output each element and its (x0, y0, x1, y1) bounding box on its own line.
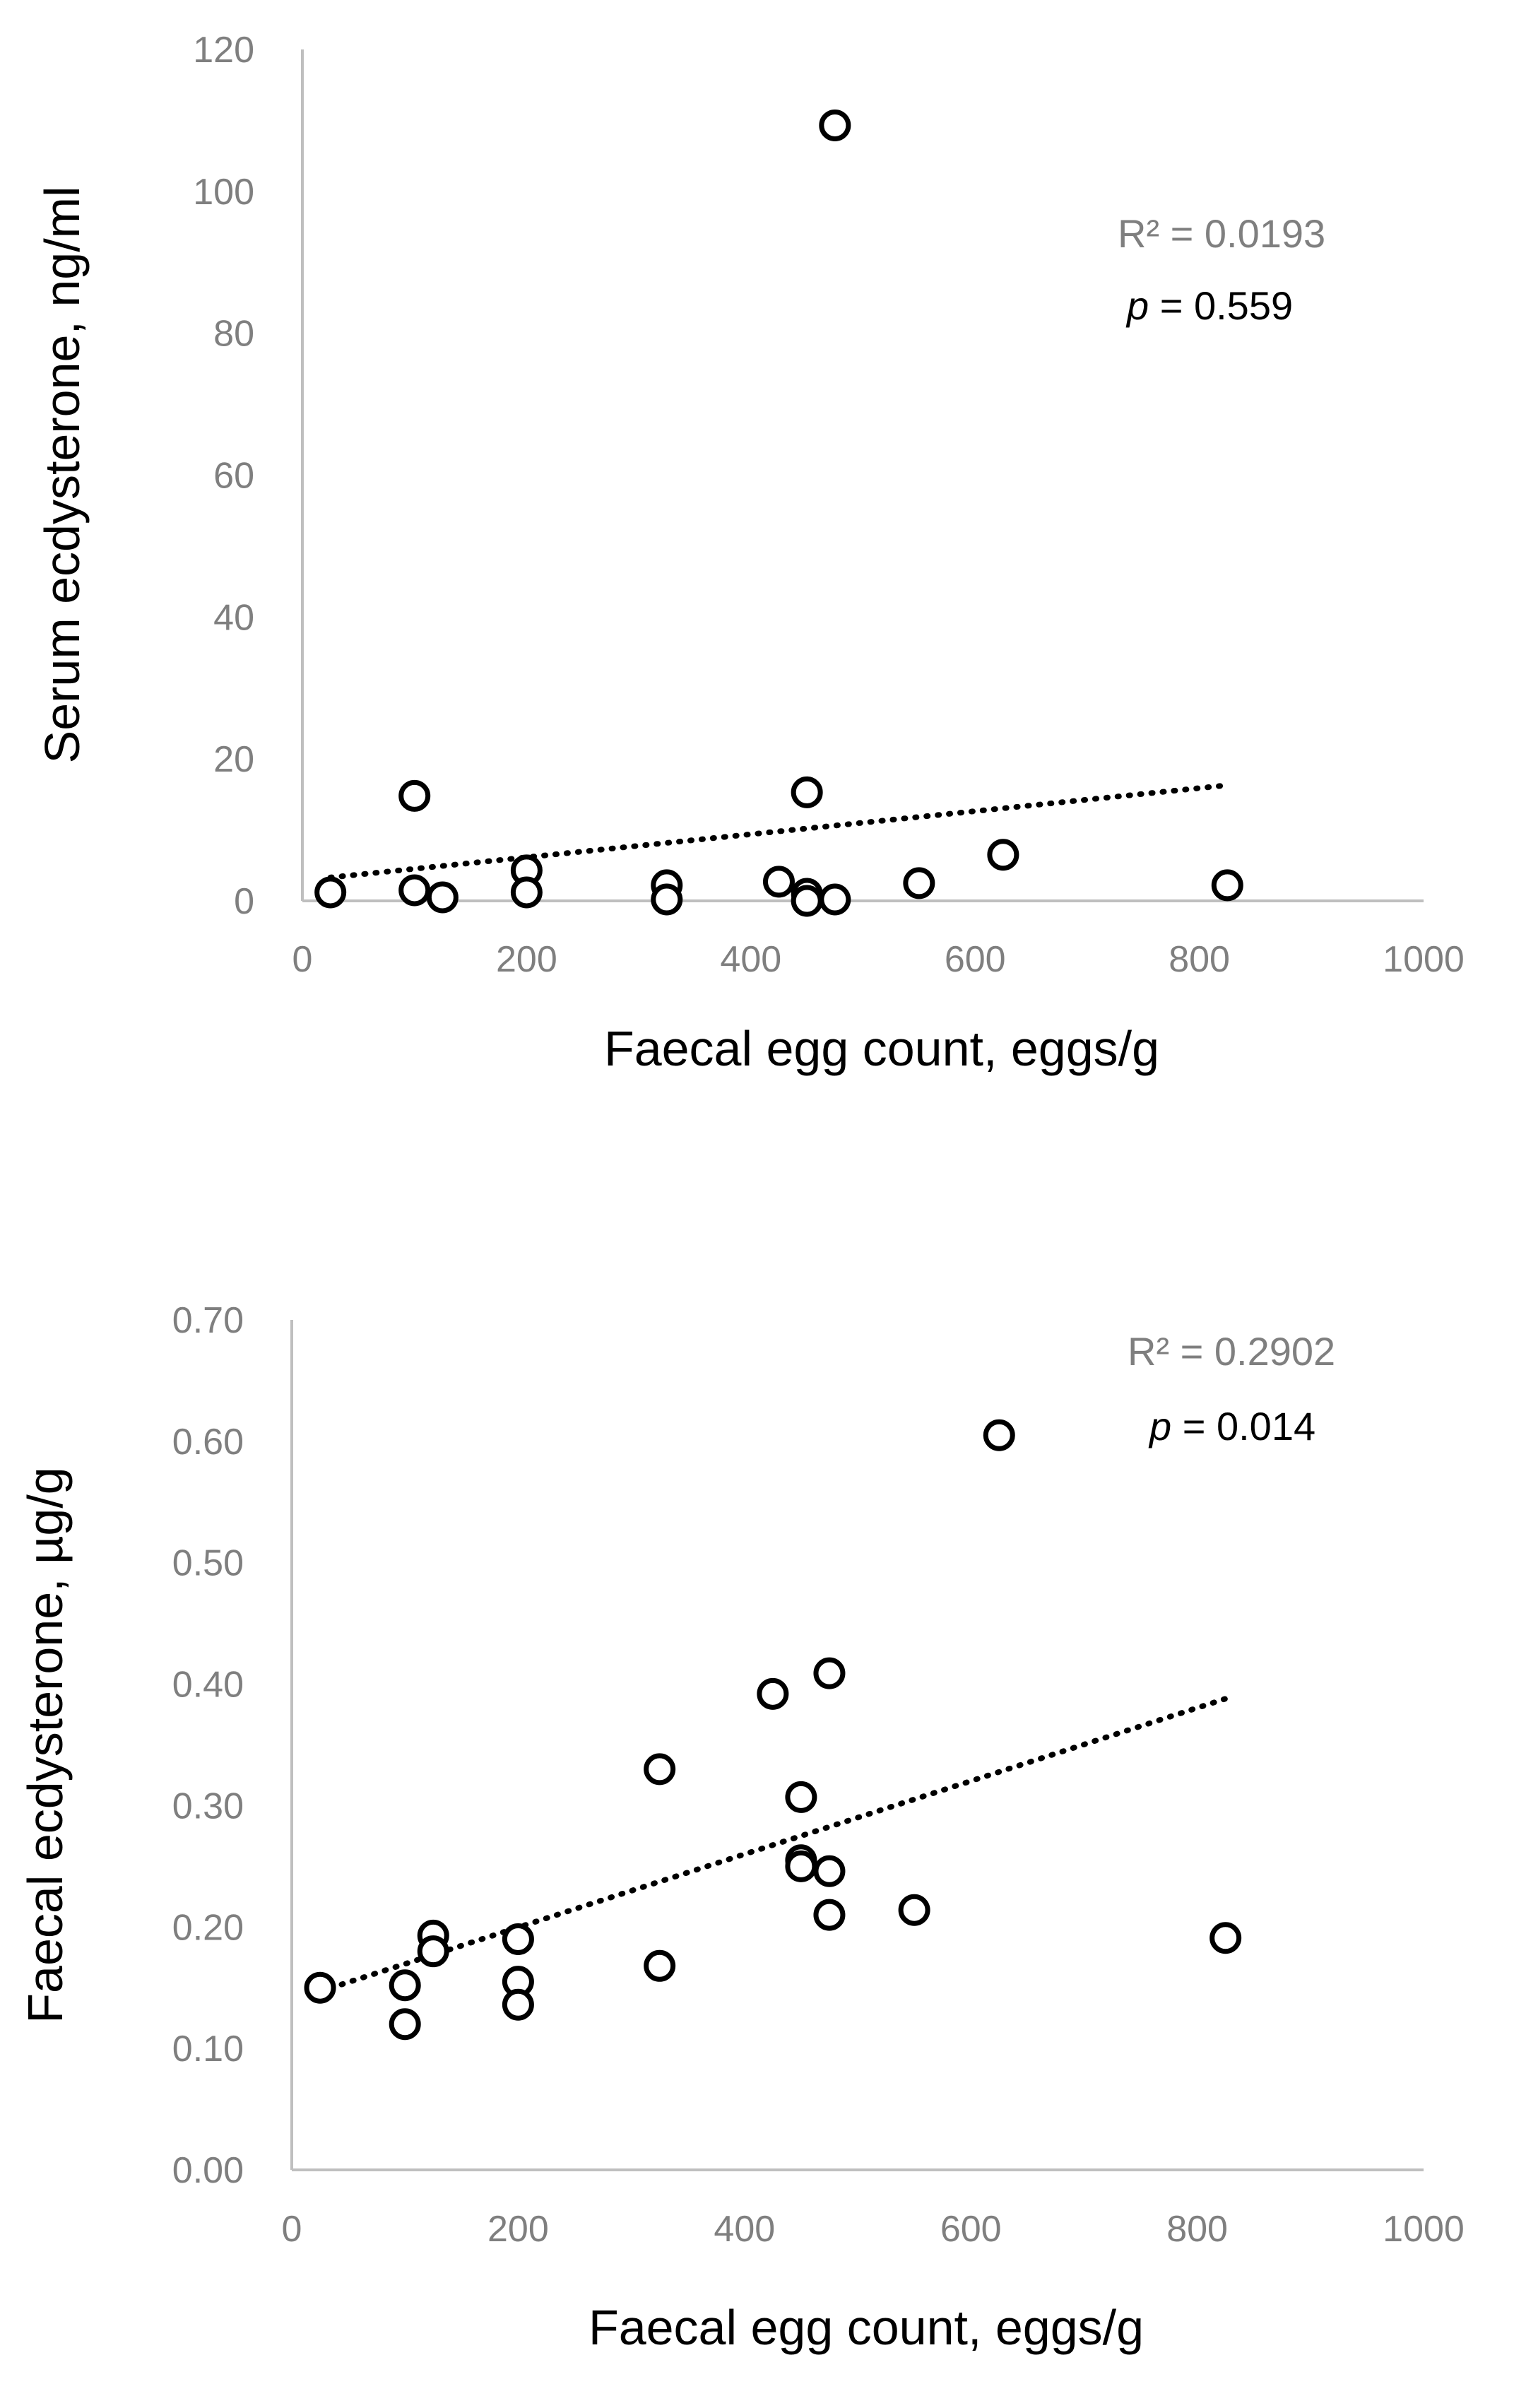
y-tick-label: 40 (213, 597, 254, 638)
x-axis-title: Faecal egg count, eggs/g (589, 2300, 1144, 2355)
y-tick-label: 0.60 (172, 1422, 244, 1463)
x-tick-label: 1000 (1383, 939, 1465, 980)
trendline (317, 1696, 1229, 1995)
data-point (644, 1753, 676, 1786)
data-points (314, 109, 1243, 917)
data-point (510, 876, 543, 909)
faecal-ecdysterone-chart: 0.00 0.10 0.20 0.30 0.40 0.50 0.60 0.70 0 200 400… (18, 1300, 1465, 2355)
p-value-label: p = 0.014 (1148, 1404, 1315, 1448)
r-squared-label: R² = 0.0193 (1118, 211, 1325, 256)
data-point (813, 1899, 846, 1931)
data-point (417, 1935, 449, 1968)
data-point (983, 1419, 1015, 1451)
x-tick-label: 0 (282, 2209, 302, 2250)
data-point (785, 1781, 817, 1813)
data-point (426, 881, 459, 914)
serum-ecdysterone-chart: 0 20 40 60 80 100 120 0 200 400 600 800 1000 Faecal… (35, 30, 1465, 1076)
y-tick-label: 80 (213, 314, 254, 355)
x-tick-labels: 0 200 400 600 800 1000 (282, 2209, 1465, 2250)
y-tick-label: 100 (193, 172, 254, 213)
data-point (813, 1855, 846, 1887)
y-tick-label: 60 (213, 456, 254, 497)
y-tick-label: 0.20 (172, 1907, 244, 1948)
data-point (1211, 869, 1243, 902)
data-point (644, 1949, 676, 1982)
x-tick-label: 600 (945, 939, 1006, 980)
x-tick-label: 400 (714, 2209, 775, 2250)
p-symbol: p (1125, 283, 1149, 328)
r-squared-label: R² = 0.2902 (1128, 1329, 1335, 1374)
p-value: = 0.559 (1149, 283, 1293, 328)
y-tick-labels: 0 20 40 60 80 100 120 (193, 30, 254, 922)
trendline (327, 782, 1231, 880)
x-tick-labels: 0 200 400 600 800 1000 (292, 939, 1465, 980)
x-tick-label: 0 (292, 939, 313, 980)
data-point (898, 1894, 930, 1926)
data-points (304, 1419, 1242, 2041)
data-point (398, 779, 431, 812)
y-tick-label: 0 (234, 881, 254, 922)
y-axis-title: Faecal ecdysterone, µg/g (18, 1467, 73, 2023)
data-point (651, 883, 683, 916)
data-point (304, 1971, 336, 2004)
y-tick-label: 120 (193, 30, 254, 71)
y-tick-label: 0.70 (172, 1300, 244, 1341)
data-point (987, 839, 1019, 871)
y-tick-label: 0.50 (172, 1543, 244, 1584)
data-point (502, 1988, 534, 2021)
y-tick-label: 0.10 (172, 2029, 244, 2070)
data-point (389, 2008, 421, 2041)
y-tick-label: 0.30 (172, 1786, 244, 1826)
data-point (314, 876, 347, 909)
data-point (398, 874, 431, 907)
data-point (903, 867, 935, 899)
x-axis-title: Faecal egg count, eggs/g (604, 1021, 1159, 1076)
data-point (791, 885, 823, 917)
data-point (502, 1923, 534, 1955)
data-point (762, 866, 795, 898)
data-point (757, 1677, 789, 1710)
p-symbol: p (1148, 1404, 1171, 1448)
x-tick-label: 800 (1169, 939, 1230, 980)
y-tick-label: 0.40 (172, 1665, 244, 1706)
x-tick-label: 600 (940, 2209, 1002, 2250)
data-point (819, 109, 851, 141)
y-tick-label: 0.00 (172, 2150, 244, 2191)
p-value: = 0.014 (1171, 1404, 1315, 1448)
x-tick-label: 400 (720, 939, 781, 980)
y-tick-label: 20 (213, 739, 254, 780)
data-point (813, 1657, 846, 1689)
x-tick-label: 800 (1166, 2209, 1228, 2250)
x-tick-label: 1000 (1383, 2209, 1465, 2250)
p-value-label: p = 0.559 (1125, 283, 1293, 328)
data-point (785, 1850, 817, 1882)
y-axis-title: Serum ecdysterone, ng/ml (35, 186, 90, 763)
y-tick-labels: 0.00 0.10 0.20 0.30 0.40 0.50 0.60 0.70 (172, 1300, 244, 2191)
data-point (791, 776, 823, 808)
data-point (389, 1969, 421, 2002)
data-point (819, 883, 851, 916)
x-tick-label: 200 (487, 2209, 549, 2250)
x-tick-label: 200 (496, 939, 557, 980)
data-point (1210, 1922, 1242, 1954)
